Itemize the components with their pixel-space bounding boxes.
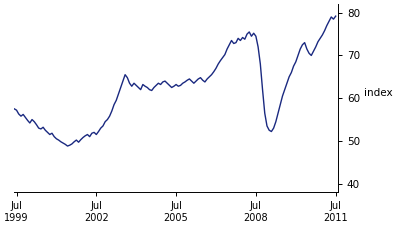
Y-axis label: index: index [364, 88, 393, 98]
